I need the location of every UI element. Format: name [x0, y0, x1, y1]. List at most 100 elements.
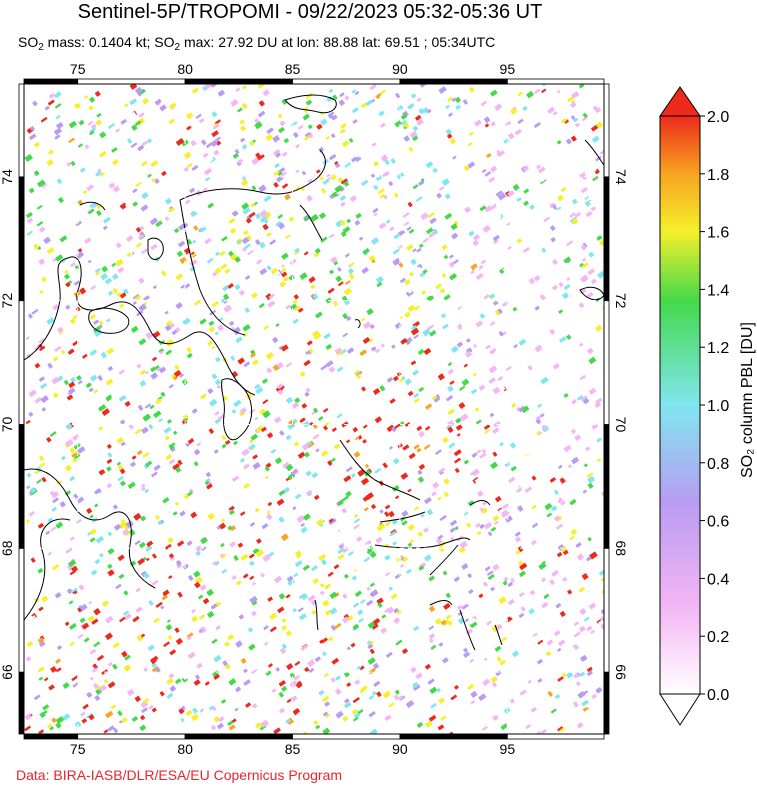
- so2-pixel: [165, 150, 173, 158]
- so2-pixel: [187, 288, 192, 292]
- so2-pixel: [470, 716, 478, 723]
- so2-pixel: [436, 192, 442, 199]
- so2-pixel: [275, 314, 281, 320]
- so2-pixel: [480, 259, 487, 265]
- so2-pixel: [407, 103, 415, 110]
- so2-pixel: [487, 536, 492, 541]
- so2-pixel: [205, 142, 214, 149]
- so2-pixel: [108, 182, 116, 189]
- so2-pixel: [373, 154, 379, 160]
- so2-pixel: [550, 138, 557, 144]
- so2-pixel: [117, 554, 125, 562]
- so2-pixel: [277, 171, 283, 177]
- so2-pixel: [278, 385, 285, 391]
- so2-pixel: [244, 307, 250, 314]
- so2-pixel: [350, 473, 356, 478]
- so2-pixel: [304, 135, 311, 141]
- so2-pixel: [328, 636, 334, 642]
- so2-pixel: [55, 521, 64, 529]
- so2-pixel: [241, 384, 248, 392]
- so2-pixel: [538, 175, 546, 183]
- so2-pixel: [172, 463, 180, 470]
- so2-pixel: [356, 708, 364, 715]
- so2-pixel: [595, 397, 603, 404]
- so2-pixel: [124, 654, 131, 661]
- so2-pixel: [487, 132, 494, 138]
- so2-pixel: [588, 718, 595, 725]
- so2-pixel: [175, 637, 184, 646]
- so2-pixel: [378, 110, 385, 117]
- so2-pixel: [353, 451, 361, 458]
- so2-pixel: [497, 150, 505, 157]
- so2-pixel: [252, 581, 256, 586]
- so2-pixel: [318, 416, 324, 421]
- so2-pixel: [55, 722, 62, 729]
- so2-pixel: [259, 267, 268, 276]
- so2-pixel: [313, 720, 319, 726]
- so2-pixel: [124, 613, 132, 621]
- so2-pixel: [452, 155, 457, 160]
- so2-pixel: [116, 292, 122, 298]
- so2-pixel: [449, 519, 458, 527]
- so2-pixel: [578, 625, 586, 633]
- so2-pixel: [113, 523, 121, 531]
- so2-pixel: [404, 329, 410, 336]
- so2-pixel: [220, 518, 225, 523]
- so2-pixel: [215, 136, 221, 142]
- so2-pixel: [281, 643, 287, 650]
- so2-pixel: [413, 444, 420, 450]
- so2-pixel: [354, 518, 361, 524]
- so2-pixel: [84, 144, 90, 150]
- so2-pixel: [87, 120, 94, 126]
- so2-pixel: [366, 599, 374, 606]
- so2-pixel: [107, 547, 115, 555]
- so2-pixel: [136, 242, 142, 248]
- so2-pixel: [537, 639, 544, 645]
- so2-pixel: [47, 551, 52, 556]
- so2-pixel: [181, 419, 188, 425]
- so2-pixel: [408, 265, 415, 271]
- so2-pixel: [472, 233, 481, 241]
- so2-pixel: [496, 337, 501, 343]
- so2-pixel: [326, 96, 333, 102]
- so2-pixel: [77, 446, 86, 454]
- so2-pixel: [134, 428, 142, 435]
- so2-pixel: [186, 112, 194, 120]
- so2-pixel: [596, 235, 603, 241]
- so2-pixel: [563, 256, 572, 264]
- so2-pixel: [117, 464, 123, 471]
- so2-pixel: [177, 591, 183, 598]
- so2-pixel: [134, 540, 141, 546]
- so2-pixel: [186, 397, 194, 403]
- so2-pixel: [557, 726, 564, 732]
- so2-pixel: [513, 344, 518, 349]
- so2-pixel: [49, 726, 54, 731]
- so2-pixel: [273, 149, 281, 156]
- subscript-2b: 2: [174, 42, 181, 53]
- so2-pixel: [151, 178, 156, 183]
- so2-pixel: [441, 178, 450, 186]
- so2-pixel: [544, 312, 552, 320]
- so2-pixel: [70, 262, 76, 268]
- so2-pixel: [305, 353, 311, 359]
- so2-pixel: [93, 319, 100, 325]
- so2-pixel: [552, 204, 558, 210]
- so2-pixel: [234, 284, 241, 290]
- so2-pixel: [571, 198, 578, 205]
- so2-pixel: [405, 700, 415, 708]
- so2-pixel: [548, 627, 554, 633]
- so2-pixel: [287, 579, 295, 586]
- so2-pixel: [307, 441, 312, 446]
- so2-pixel: [106, 341, 113, 348]
- so2-pixel: [231, 475, 240, 482]
- so2-pixel: [489, 321, 496, 327]
- so2-pixel: [395, 689, 400, 695]
- so2-pixel: [222, 284, 230, 292]
- so2-pixel: [228, 320, 235, 327]
- so2-pixel: [331, 305, 338, 312]
- so2-pixel: [46, 158, 54, 167]
- so2-pixel: [381, 487, 389, 494]
- so2-pixel: [515, 536, 522, 543]
- so2-pixel: [237, 158, 244, 165]
- so2-pixel: [145, 326, 151, 332]
